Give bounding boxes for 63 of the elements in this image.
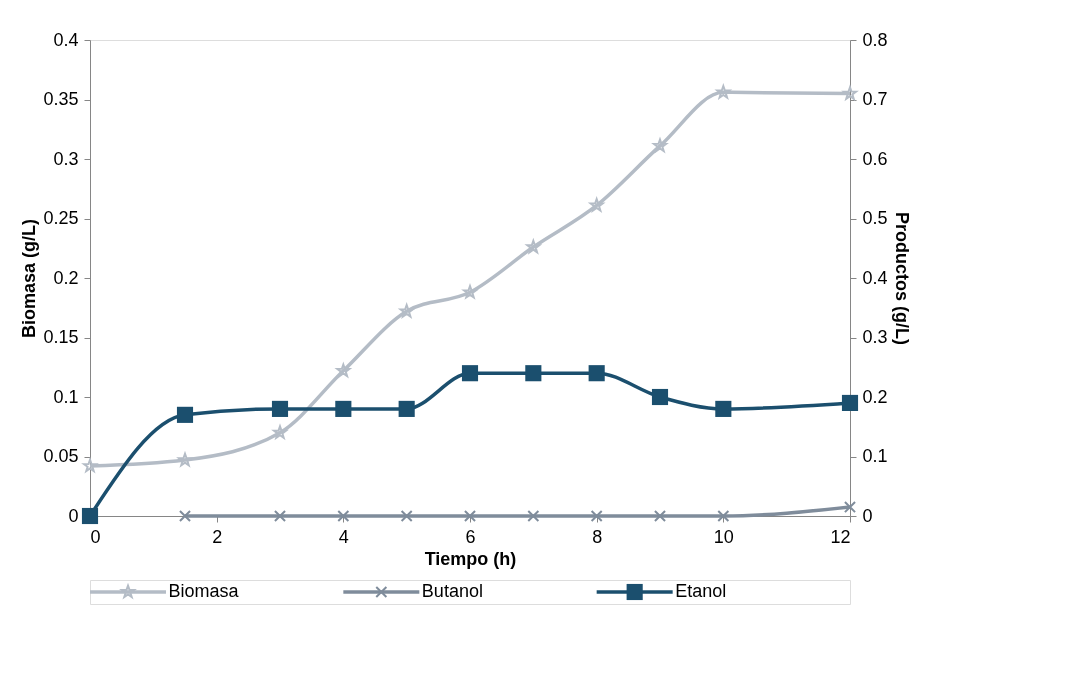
- point: [590, 509, 603, 523]
- point: [337, 509, 350, 523]
- y2-tick-label: 0.5: [862, 208, 888, 228]
- y-axis-title: Biomasa (g/L): [19, 218, 40, 339]
- point: [336, 363, 351, 377]
- legend-label: Butanol: [421, 581, 483, 601]
- point: [271, 400, 289, 417]
- y2-axis-title: Productos (g/L): [891, 212, 912, 345]
- point: [525, 365, 542, 382]
- y-tick-label: 0: [68, 505, 79, 526]
- y-tick-label: 0.2: [53, 267, 79, 288]
- point: [81, 507, 99, 525]
- y2-tick-label: 0.4: [862, 267, 888, 288]
- point: [589, 198, 604, 212]
- point: [461, 365, 479, 382]
- point: [717, 509, 730, 523]
- x-tick-label: 8: [592, 526, 603, 547]
- point: [651, 388, 669, 406]
- point: [176, 406, 194, 423]
- y2-tick-label: 0.1: [862, 446, 888, 466]
- x-tick-label: 0: [90, 526, 101, 547]
- point: [526, 239, 541, 254]
- point: [716, 85, 731, 99]
- point: [398, 400, 415, 417]
- point: [177, 452, 193, 467]
- x-tick-label: 4: [338, 526, 349, 547]
- point: [588, 365, 605, 382]
- y-tick-label: 0.1: [53, 386, 79, 407]
- point: [843, 501, 857, 514]
- y2-tick-label: 0.2: [862, 386, 888, 407]
- y2-tick-label: 0.7: [862, 89, 888, 109]
- point: [842, 86, 858, 100]
- point: [178, 509, 192, 523]
- y2-tick-label: 0: [862, 505, 873, 526]
- x-tick-label: 6: [465, 526, 476, 547]
- y2-tick-label: 0.8: [862, 29, 888, 50]
- point: [272, 425, 288, 439]
- point: [463, 509, 477, 523]
- x-axis-title: Tiempo (h): [424, 548, 517, 569]
- point: [715, 400, 732, 417]
- point: [400, 509, 413, 523]
- y-tick-label: 0.05: [43, 446, 79, 466]
- y-tick-label: 0.4: [53, 29, 79, 50]
- y-tick-label: 0.25: [43, 208, 79, 228]
- legend-label: Biomasa: [168, 581, 240, 601]
- legend-label: Etanol: [675, 581, 727, 601]
- point: [841, 394, 859, 412]
- point: [652, 138, 668, 153]
- point: [527, 509, 540, 523]
- y2-tick-label: 0.6: [862, 148, 888, 169]
- point: [462, 284, 478, 299]
- x-tick-label: 12: [830, 526, 851, 547]
- point: [399, 304, 414, 318]
- point: [653, 509, 667, 523]
- y-tick-label: 0.15: [43, 327, 79, 347]
- y2-tick-label: 0.3: [862, 327, 888, 347]
- point: [335, 400, 352, 417]
- x-tick-label: 2: [212, 526, 223, 547]
- y-tick-label: 0.3: [53, 148, 79, 169]
- x-tick-label: 10: [713, 526, 734, 547]
- point: [82, 458, 98, 473]
- y-tick-label: 0.35: [43, 89, 79, 109]
- point: [273, 509, 287, 523]
